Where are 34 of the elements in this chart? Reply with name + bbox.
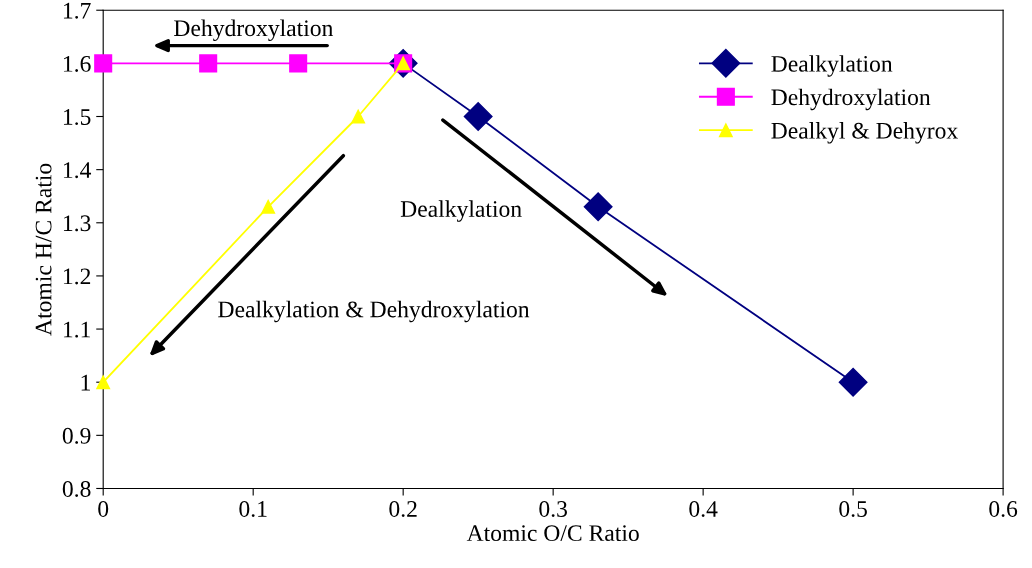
x-tick-label: 0.2 — [389, 500, 417, 518]
y-tick-label: 1.6 — [63, 55, 91, 72]
y-tick-label: 1.5 — [63, 109, 91, 126]
x-tick-label: 0.3 — [539, 500, 567, 518]
x-tick-label: 0 — [98, 500, 109, 517]
point — [463, 102, 493, 131]
point — [583, 192, 613, 222]
x-tick-label: 0.5 — [839, 500, 867, 518]
point — [261, 199, 276, 214]
y-tick-label: 0.9 — [62, 427, 91, 444]
point — [838, 367, 868, 397]
annotation: Dealkylation & Dehydroxylation — [218, 300, 530, 323]
y-tick-label: 0.8 — [62, 480, 91, 498]
x-tick-label: 0.6 — [989, 500, 1018, 518]
point — [351, 109, 366, 124]
point — [96, 375, 111, 390]
annotation: Dehydroxylation — [174, 19, 334, 42]
y-tick-label: 1.7 — [63, 2, 91, 19]
x-axis-title: Atomic O/C Ratio — [466, 525, 639, 542]
legend-label: Dealkylation — [771, 55, 893, 77]
y-tick-label: 1.2 — [63, 268, 91, 285]
x-tick-label: 0.1 — [239, 500, 267, 518]
y-tick-label: 1 — [81, 374, 90, 391]
point — [94, 54, 113, 73]
y-tick-label: 1.3 — [63, 215, 91, 232]
point — [199, 54, 218, 73]
y-axis-title: Atomic H/C Ratio — [35, 163, 52, 336]
y-tick-label: 1.1 — [63, 321, 90, 338]
legend-label: Dehydroxylation — [771, 88, 931, 111]
legend-label: Dealkyl & Dehyrox — [771, 122, 958, 144]
x-tick-label: 0.4 — [689, 500, 718, 518]
point — [289, 54, 308, 73]
y-tick-label: 1.4 — [63, 162, 92, 179]
annotation: Dealkylation — [400, 200, 522, 222]
